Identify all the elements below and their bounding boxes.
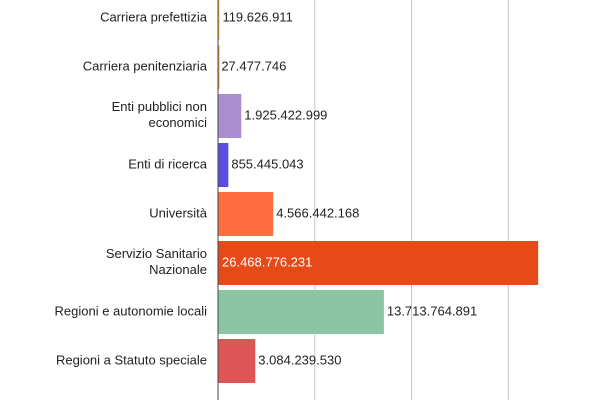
bar — [218, 143, 229, 187]
category-label: Regioni e autonomie locali — [55, 303, 208, 318]
value-label: 1.925.422.999 — [244, 107, 327, 122]
category-label: Regioni a Statuto speciale — [56, 352, 207, 367]
value-label: 855.445.043 — [231, 156, 303, 171]
category-label: Enti pubblici non economici — [112, 99, 208, 130]
bar — [218, 290, 384, 334]
value-label: 13.713.764.891 — [387, 303, 477, 318]
value-label: 4.566.442.168 — [276, 205, 359, 220]
bar — [218, 94, 242, 138]
category-label: Carriera prefettizia — [100, 9, 208, 24]
value-label: 26.468.776.231 — [222, 254, 312, 269]
category-label: Università — [149, 205, 208, 220]
bar — [218, 241, 539, 285]
bar — [218, 339, 256, 383]
category-label: Carriera penitenziaria — [83, 58, 208, 73]
value-label: 27.477.746 — [221, 58, 286, 73]
bar — [218, 192, 274, 236]
category-label: Servizio Sanitario Nazionale — [106, 246, 207, 277]
bar — [218, 45, 220, 89]
value-label: 119.626.911 — [222, 9, 292, 24]
value-label: 3.084.239.530 — [258, 352, 341, 367]
bar — [218, 0, 220, 40]
category-label: Enti di ricerca — [128, 156, 208, 171]
